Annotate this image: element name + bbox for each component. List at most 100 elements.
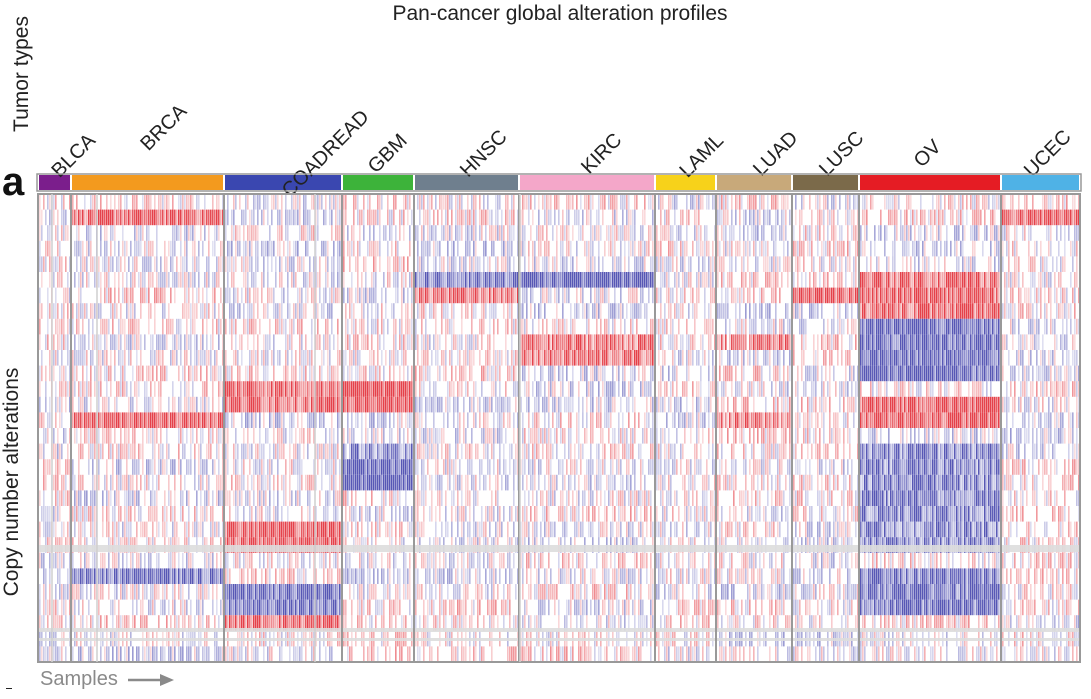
- heatmap-cell: [455, 428, 457, 444]
- heatmap-cell: [261, 599, 263, 616]
- heatmap-cell: [459, 287, 461, 304]
- heatmap-cell: [196, 303, 198, 319]
- heatmap-cell: [222, 334, 224, 350]
- heatmap-cell: [311, 272, 313, 288]
- heatmap-cell: [172, 568, 174, 584]
- heatmap-cell: [156, 584, 158, 600]
- heatmap-cell: [174, 521, 176, 538]
- heatmap-cell: [134, 506, 136, 522]
- heatmap-cell: [80, 552, 82, 569]
- heatmap-cell: [210, 209, 212, 226]
- heatmap-cell: [517, 412, 519, 428]
- heatmap-cell: [289, 209, 291, 226]
- heatmap-cell: [389, 396, 391, 413]
- heatmap-cell: [347, 474, 349, 491]
- heatmap-cell: [229, 256, 231, 272]
- heatmap-cell: [170, 412, 172, 428]
- heatmap-cell: [313, 646, 315, 662]
- heatmap-cell: [379, 256, 381, 272]
- heatmap-cell: [283, 521, 285, 538]
- heatmap-cell: [457, 443, 459, 460]
- heatmap-cell: [381, 443, 383, 460]
- heatmap-cell: [447, 272, 449, 288]
- heatmap-cell: [90, 615, 92, 631]
- heatmap-cell: [620, 225, 622, 241]
- heatmap-cell: [493, 599, 495, 616]
- heatmap-cell: [63, 209, 65, 226]
- heatmap-cell: [411, 506, 413, 522]
- heatmap-cell: [524, 240, 526, 257]
- heatmap-cell: [291, 459, 293, 475]
- heatmap-cell: [485, 209, 487, 226]
- heatmap-cell: [126, 381, 128, 397]
- heatmap-cell: [632, 225, 634, 241]
- heatmap-cell: [301, 287, 303, 304]
- heatmap-cell: [212, 552, 214, 569]
- heatmap-cell: [106, 256, 108, 272]
- heatmap-cell: [194, 459, 196, 475]
- heatmap-cell: [227, 209, 229, 226]
- heatmap-cell: [443, 459, 445, 475]
- heatmap-cell: [106, 240, 108, 257]
- heatmap-cell: [271, 287, 273, 304]
- heatmap-cell: [281, 225, 283, 241]
- heatmap-cell: [495, 521, 497, 538]
- heatmap-cell: [335, 459, 337, 475]
- heatmap-cell: [162, 584, 164, 600]
- heatmap-cell: [229, 303, 231, 319]
- heatmap-cell: [329, 350, 331, 366]
- heatmap-cell: [212, 194, 214, 210]
- heatmap-cell: [317, 303, 319, 319]
- heatmap-cell: [158, 381, 160, 397]
- heatmap-cell: [116, 381, 118, 397]
- heatmap-cell: [218, 365, 220, 382]
- heatmap-cell: [309, 225, 311, 241]
- heatmap-cell: [391, 599, 393, 616]
- heatmap-cell: [241, 381, 243, 397]
- heatmap-cell: [176, 412, 178, 428]
- heatmap-cell: [190, 225, 192, 241]
- heatmap-cell: [112, 521, 114, 538]
- heatmap-cell: [49, 396, 51, 413]
- heatmap-cell: [319, 381, 321, 397]
- heatmap-cell: [403, 256, 405, 272]
- heatmap-cell: [102, 350, 104, 366]
- heatmap-cell: [285, 474, 287, 491]
- heatmap-cell: [243, 256, 245, 272]
- heatmap-cell: [184, 381, 186, 397]
- heatmap-cell: [160, 365, 162, 382]
- heatmap-cell: [349, 365, 351, 382]
- heatmap-cell: [72, 412, 74, 428]
- heatmap-cell: [190, 350, 192, 366]
- heatmap-cell: [323, 584, 325, 600]
- heatmap-cell: [291, 194, 293, 210]
- heatmap-cell: [136, 521, 138, 538]
- heatmap-cell: [247, 396, 249, 413]
- heatmap-cell: [194, 615, 196, 631]
- heatmap-cell: [293, 443, 295, 460]
- heatmap-cell: [297, 568, 299, 584]
- heatmap-cell: [303, 365, 305, 382]
- heatmap-cell: [41, 646, 43, 662]
- heatmap-cell: [295, 552, 297, 569]
- heatmap-cell: [343, 194, 345, 210]
- heatmap-cell: [152, 443, 154, 460]
- heatmap-cell: [389, 599, 391, 616]
- heatmap-cell: [198, 350, 200, 366]
- heatmap-cell: [489, 521, 491, 538]
- heatmap-cell: [122, 381, 124, 397]
- heatmap-cell: [214, 287, 216, 304]
- heatmap-cell: [65, 459, 67, 475]
- heatmap-cell: [265, 365, 267, 382]
- heatmap-cell: [94, 428, 96, 444]
- heatmap-cell: [319, 584, 321, 600]
- heatmap-cell: [513, 490, 515, 506]
- heatmap-cell: [241, 474, 243, 491]
- heatmap-cell: [261, 381, 263, 397]
- heatmap-cell: [257, 334, 259, 350]
- heatmap-cell: [357, 474, 359, 491]
- heatmap-cell: [293, 396, 295, 413]
- heatmap-cell: [164, 240, 166, 257]
- heatmap-cell: [463, 272, 465, 288]
- heatmap-cell: [331, 428, 333, 444]
